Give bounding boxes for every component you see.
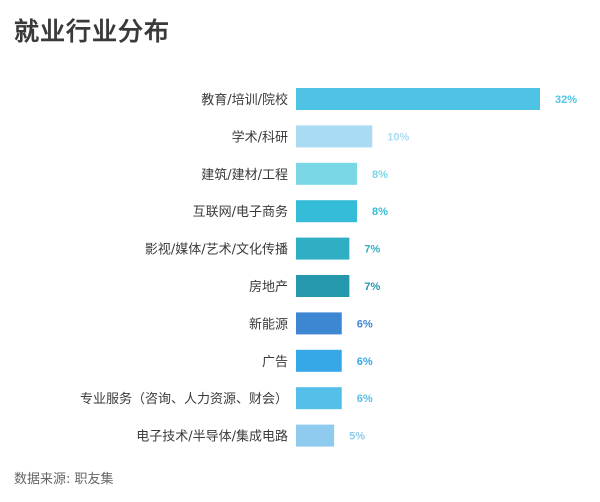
bar [296,125,373,148]
bar [296,237,350,260]
bar [296,275,350,297]
category-label: 学术/科研 [232,129,288,145]
bar [296,88,540,110]
bar [296,349,342,372]
bar [296,162,357,185]
bar [296,200,357,223]
value-label: 6% [357,393,373,405]
value-label: 8% [372,206,388,218]
category-label: 新能源 [249,316,288,332]
chart-title: 就业行业分布 [14,17,171,46]
bar-chart: 教育/培训/院校 32% 学术/科研 10% 建筑/建材/工程 8% 互联网/电子商务 8% 影… [80,88,577,447]
bar [296,424,335,447]
value-label: 8% [372,169,388,181]
category-label: 广告 [262,355,288,370]
bar [296,387,342,410]
category-label: 专业服务（咨询、人力资源、财会） [80,391,288,407]
category-label: 教育/培训/院校 [201,92,288,108]
value-label: 6% [357,318,373,330]
value-label: 32% [555,94,577,106]
value-label: 7% [364,244,380,256]
value-label: 10% [387,131,409,143]
category-label: 互联网/电子商务 [193,204,288,220]
bar [296,312,342,335]
category-label: 影视/媒体/艺术/文化传播 [145,243,288,258]
category-label: 房地产 [249,279,288,295]
value-label: 5% [349,431,365,443]
value-label: 6% [357,356,373,368]
data-source-note: 数据来源: 职友集 [14,472,114,487]
category-label: 电子技术/半导体/集成电路 [136,429,288,445]
category-label: 建筑/建材/工程 [201,167,288,183]
value-label: 7% [364,281,380,293]
